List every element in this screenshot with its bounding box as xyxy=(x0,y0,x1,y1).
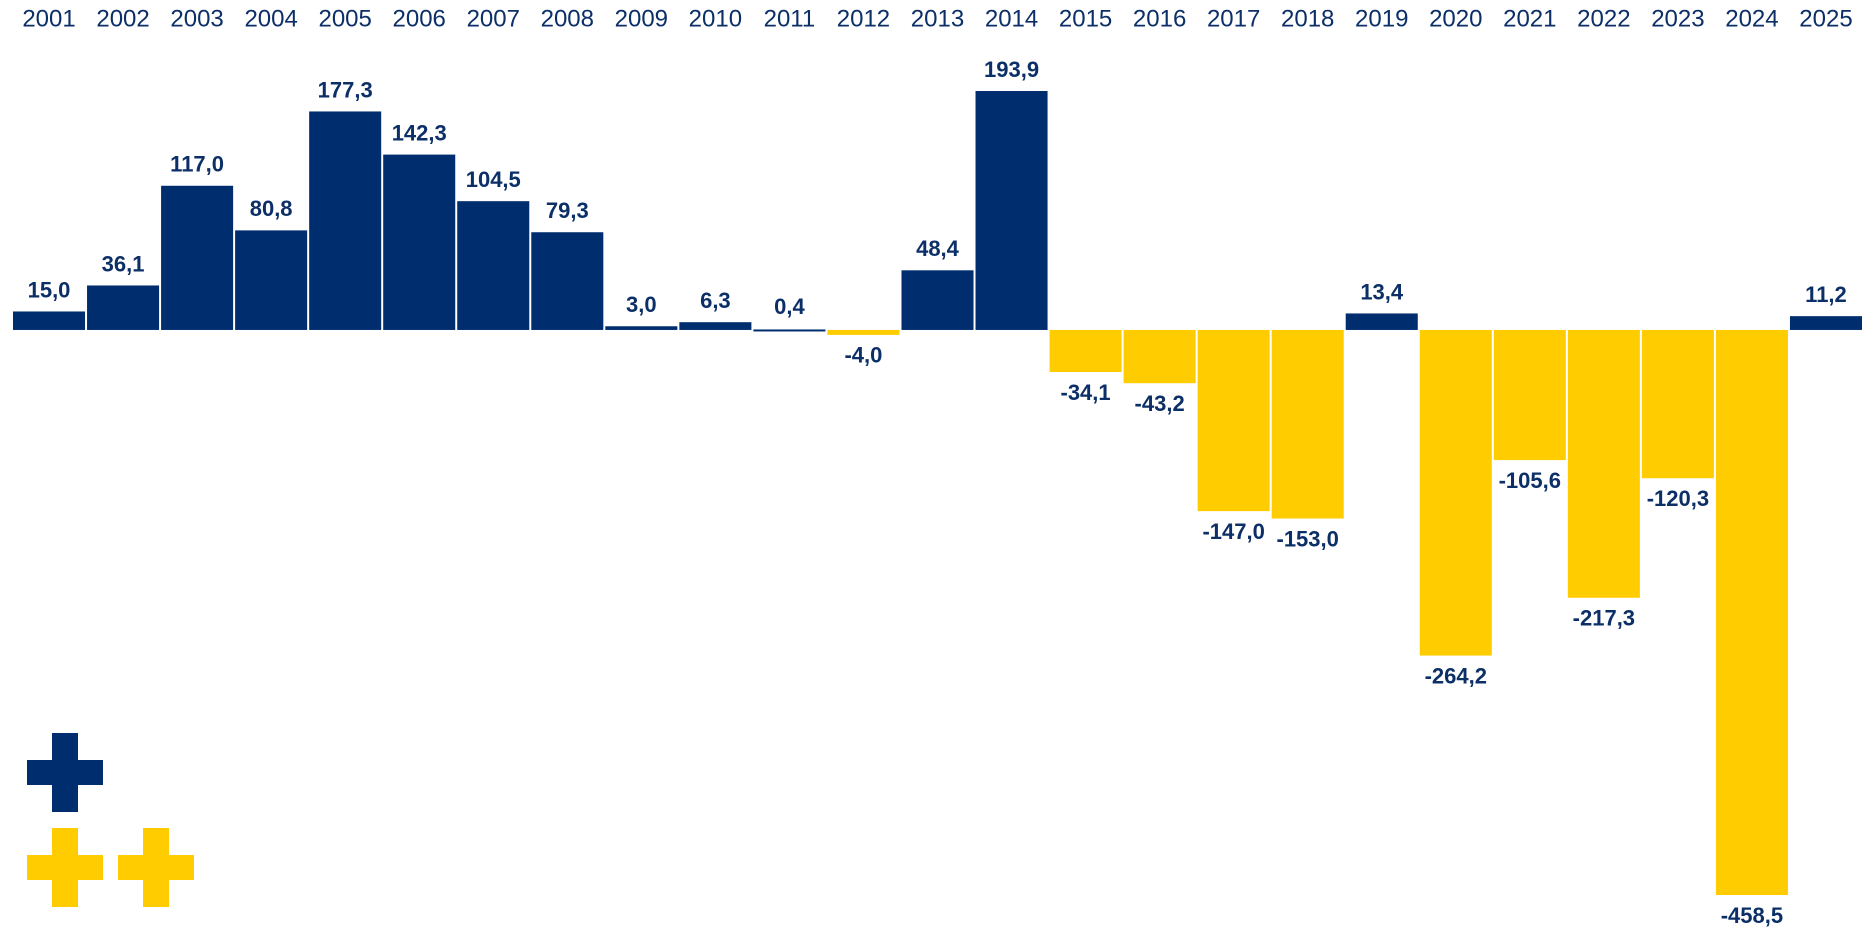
plus-icons xyxy=(27,733,194,907)
x-tick-label: 2008 xyxy=(541,5,594,32)
x-tick-label: 2014 xyxy=(985,5,1038,32)
value-label: 6,3 xyxy=(700,288,731,313)
bar xyxy=(309,111,382,330)
x-tick-label: 2013 xyxy=(911,5,964,32)
bar xyxy=(901,270,974,330)
value-label: 80,8 xyxy=(250,196,293,221)
bar xyxy=(1641,329,1714,479)
x-tick-label: 2001 xyxy=(22,5,75,32)
plus-icon xyxy=(118,828,194,907)
value-label: 3,0 xyxy=(626,292,657,317)
value-label: 48,4 xyxy=(916,236,960,261)
bar xyxy=(1493,329,1566,461)
x-tick-label: 2018 xyxy=(1281,5,1334,32)
plus-icon xyxy=(27,828,103,907)
bar xyxy=(235,230,308,330)
bar xyxy=(457,201,530,330)
bar xyxy=(1789,316,1862,330)
bar xyxy=(383,154,456,330)
bar xyxy=(13,311,86,330)
value-label: -34,1 xyxy=(1061,380,1111,405)
bar xyxy=(1271,329,1344,519)
x-tick-label: 2022 xyxy=(1577,5,1630,32)
value-label: 15,0 xyxy=(28,277,71,302)
value-label: 117,0 xyxy=(170,152,224,177)
x-tick-label: 2011 xyxy=(764,5,816,32)
value-label: 36,1 xyxy=(102,251,145,276)
value-label: -4,0 xyxy=(844,343,882,368)
x-tick-label: 2010 xyxy=(689,5,742,32)
value-label: 177,3 xyxy=(318,77,373,102)
plus-icon xyxy=(27,733,103,812)
value-label: 11,2 xyxy=(1805,282,1847,307)
value-label: -120,3 xyxy=(1647,486,1709,511)
x-tick-label: 2020 xyxy=(1429,5,1482,32)
bar xyxy=(1049,329,1122,372)
bar xyxy=(827,329,900,335)
bar xyxy=(1197,329,1270,512)
x-tick-label: 2007 xyxy=(467,5,520,32)
x-tick-label: 2015 xyxy=(1059,5,1112,32)
value-label: -217,3 xyxy=(1573,606,1635,631)
bar xyxy=(1345,313,1418,330)
x-tick-label: 2006 xyxy=(393,5,446,32)
bar xyxy=(1419,329,1492,656)
value-label: -105,6 xyxy=(1499,468,1561,493)
x-tick-label: 2005 xyxy=(318,5,371,32)
bar xyxy=(1567,329,1640,598)
value-label: -147,0 xyxy=(1202,519,1264,544)
bar xyxy=(161,185,234,330)
bar xyxy=(531,232,604,330)
value-label: 0,4 xyxy=(774,294,805,319)
x-tick-label: 2009 xyxy=(615,5,668,32)
x-tick-label: 2003 xyxy=(170,5,223,32)
bar xyxy=(1123,329,1196,384)
bar xyxy=(1715,329,1788,895)
x-tick-label: 2024 xyxy=(1725,5,1778,32)
x-tick-label: 2023 xyxy=(1651,5,1704,32)
value-label: 104,5 xyxy=(466,167,521,192)
x-tick-label: 2016 xyxy=(1133,5,1186,32)
x-tick-label: 2012 xyxy=(837,5,890,32)
value-label: -43,2 xyxy=(1135,391,1185,416)
x-tick-label: 2021 xyxy=(1503,5,1556,32)
value-label: 13,4 xyxy=(1360,279,1404,304)
x-tick-label: 2002 xyxy=(96,5,149,32)
bar xyxy=(605,326,678,330)
value-label: 79,3 xyxy=(546,198,589,223)
bar xyxy=(679,322,752,330)
x-tick-label: 2017 xyxy=(1207,5,1260,32)
x-tick-label: 2004 xyxy=(244,5,297,32)
value-label: 142,3 xyxy=(392,120,447,145)
bar xyxy=(975,91,1048,330)
value-label: -153,0 xyxy=(1277,526,1339,551)
x-tick-label: 2025 xyxy=(1799,5,1852,32)
bar xyxy=(87,285,160,330)
value-label: -264,2 xyxy=(1425,663,1487,688)
value-label: 193,9 xyxy=(984,57,1039,82)
bar xyxy=(753,329,826,332)
x-tick-label: 2019 xyxy=(1355,5,1408,32)
value-label: -458,5 xyxy=(1721,903,1783,928)
